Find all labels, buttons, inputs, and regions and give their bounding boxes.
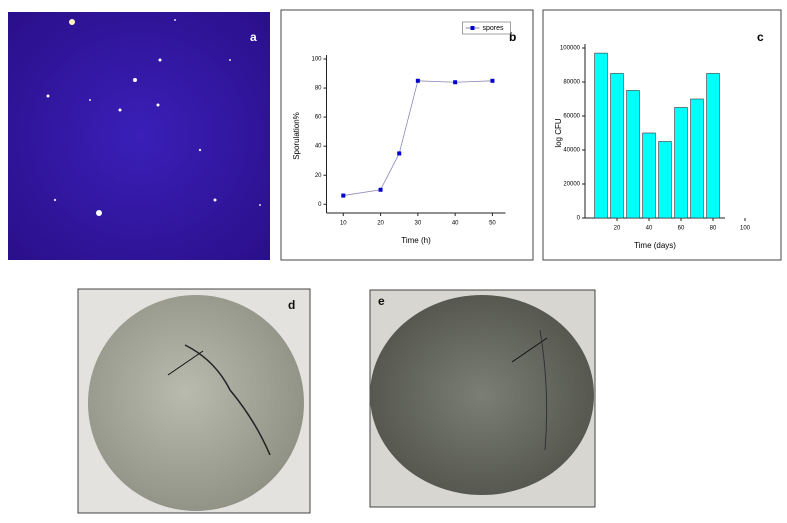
y-tick-label: 80000	[563, 80, 580, 86]
legend-box	[462, 21, 511, 35]
bar	[626, 90, 640, 219]
bar	[674, 107, 688, 219]
y-tick-label: 100000	[560, 46, 581, 52]
marker	[378, 187, 383, 192]
panel-label: d	[288, 298, 295, 312]
y-tick-label: 20000	[563, 182, 580, 188]
photo-e: e	[369, 289, 596, 508]
y-tick-label: 80	[315, 86, 322, 92]
y-tick-label: 0	[318, 202, 322, 208]
x-tick-label: 80	[710, 226, 717, 232]
marker	[415, 78, 420, 83]
x-tick-label: 100	[740, 226, 751, 232]
y-tick-label: 40000	[563, 148, 580, 154]
panel-label: a	[250, 30, 257, 44]
x-tick-label: 10	[340, 221, 347, 227]
y-tick-label: 0	[577, 216, 581, 222]
bar	[690, 98, 704, 219]
bar	[706, 73, 720, 219]
x-tick-label: 20	[614, 226, 621, 232]
bar	[658, 141, 672, 219]
x-tick-label: 50	[489, 221, 496, 227]
legend-marker	[470, 26, 475, 30]
bar	[642, 132, 656, 219]
y-axis-label: log CFU	[554, 118, 563, 148]
x-tick-label: 40	[452, 221, 459, 227]
marker	[453, 80, 458, 85]
x-tick-label: 60	[678, 226, 685, 232]
photo-a: a	[8, 12, 270, 260]
legend-label: spores	[483, 25, 505, 32]
marker	[490, 78, 495, 83]
x-tick-label: 30	[415, 221, 422, 227]
x-tick-label: 40	[646, 226, 653, 232]
x-axis-label: Time (h)	[401, 236, 431, 245]
bar	[610, 73, 624, 219]
panel-label: e	[378, 294, 385, 308]
panel-frame	[280, 9, 534, 261]
marker	[397, 151, 402, 156]
panel-label: b	[509, 30, 516, 44]
y-tick-label: 20	[315, 173, 322, 179]
photo-d: d	[77, 288, 311, 514]
y-axis-label: Sporulation%	[292, 112, 301, 160]
y-tick-label: 60	[315, 115, 322, 121]
panel-label: c	[757, 30, 764, 44]
y-tick-label: 100	[311, 57, 322, 63]
y-tick-label: 60000	[563, 114, 580, 120]
x-axis-label: Time (days)	[634, 241, 676, 250]
x-tick-label: 20	[377, 221, 384, 227]
marker	[341, 193, 346, 198]
bar	[594, 52, 608, 219]
y-tick-label: 40	[315, 144, 322, 150]
line	[343, 80, 493, 196]
